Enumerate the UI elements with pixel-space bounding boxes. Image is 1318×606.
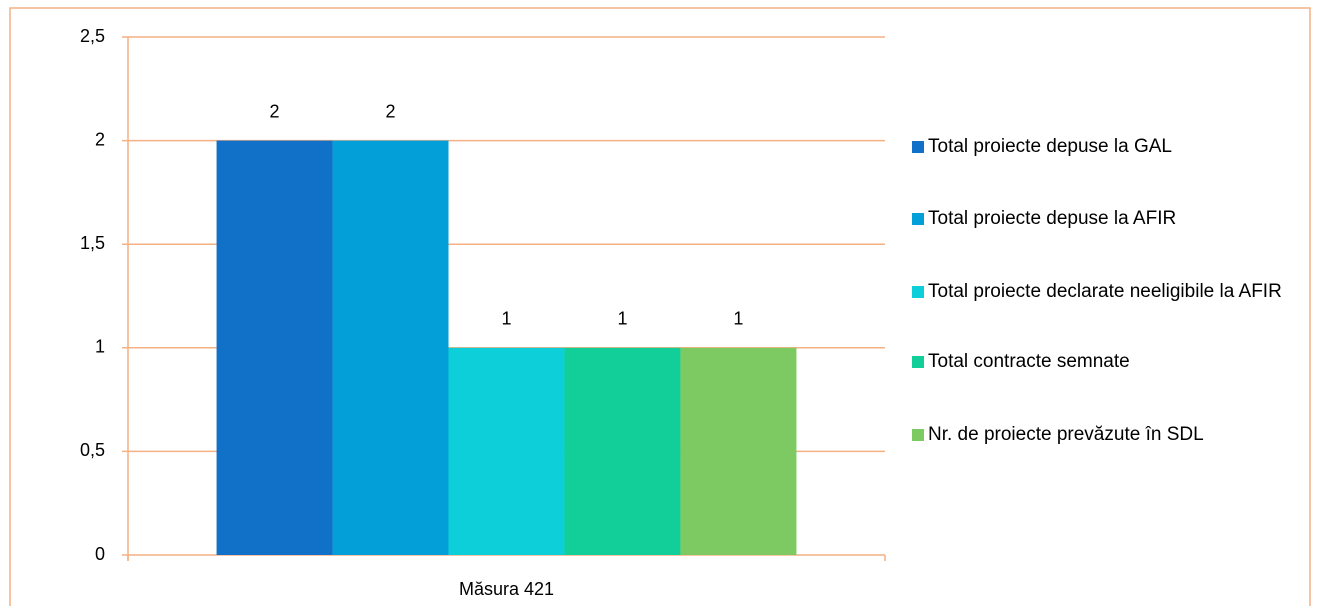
chart-border [9, 7, 1311, 606]
y-tick-label: 2 [95, 129, 105, 149]
legend-label: Nr. de proiecte prevăzute în SDL [928, 424, 1204, 445]
bar [448, 347, 565, 555]
legend-swatch [912, 286, 924, 298]
y-tick-label: 2,5 [80, 26, 105, 46]
y-tick-label: 0 [95, 544, 105, 564]
legend-item: Total proiecte depuse la AFIR [912, 206, 1312, 232]
bar [332, 140, 449, 555]
bar [564, 347, 681, 555]
legend-item: Total proiecte depuse la GAL [912, 134, 1312, 160]
y-tick-label: 1 [95, 337, 105, 357]
legend-swatch [912, 141, 924, 153]
legend-label: Total proiecte declarate neeligibile la … [928, 281, 1282, 302]
data-label: 2 [270, 101, 280, 121]
legend-item: Total contracte semnate [912, 349, 1312, 375]
legend-label: Total proiecte depuse la GAL [928, 136, 1172, 157]
legend-item: Nr. de proiecte prevăzute în SDL [912, 422, 1312, 448]
legend-label: Total proiecte depuse la AFIR [928, 208, 1177, 229]
bar [216, 140, 333, 555]
legend-item: Total proiecte declarate neeligibile la … [912, 279, 1312, 305]
y-tick-label: 0,5 [80, 440, 105, 460]
y-tick-label: 1,5 [80, 233, 105, 253]
data-label: 1 [617, 309, 627, 329]
data-label: 1 [733, 309, 743, 329]
bar [680, 347, 797, 555]
data-label: 1 [501, 309, 511, 329]
legend-swatch [912, 213, 924, 225]
legend-swatch [912, 356, 924, 368]
legend-label: Total contracte semnate [928, 351, 1130, 372]
x-tick-label: Măsura 421 [459, 579, 554, 599]
data-label: 2 [386, 101, 396, 121]
legend-swatch [912, 429, 924, 441]
